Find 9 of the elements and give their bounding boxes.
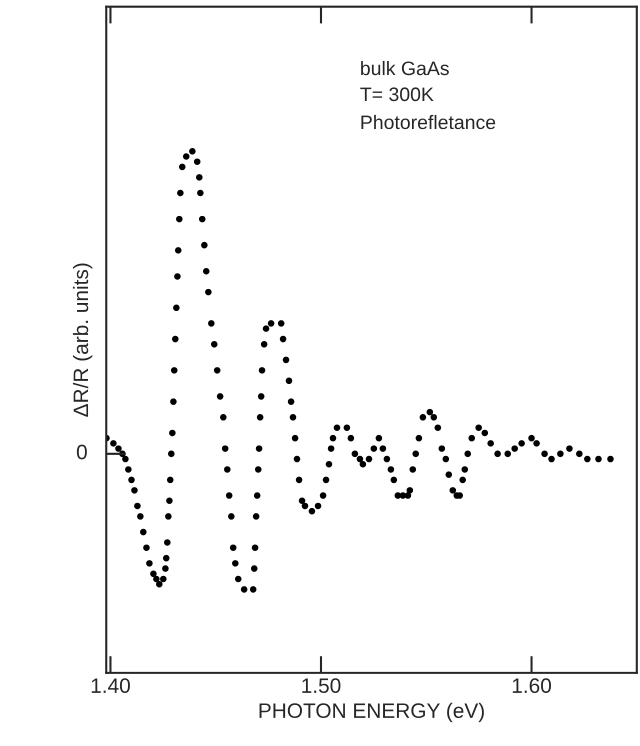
x-tick-label: 1.40 bbox=[92, 678, 130, 694]
ref-line-label: 0 bbox=[76, 444, 87, 460]
x-axis-title: PHOTON ENERGY (eV) bbox=[260, 702, 484, 722]
text: Photorefletance bbox=[361, 114, 496, 130]
x-tick-label: 1.50 bbox=[302, 678, 340, 694]
y-axis-title: ΔR/R (arb. units) bbox=[72, 264, 92, 417]
x-tick-label: 1.60 bbox=[512, 678, 551, 694]
text: T= 300K bbox=[360, 87, 434, 102]
text: bulk GaAs bbox=[361, 60, 449, 76]
